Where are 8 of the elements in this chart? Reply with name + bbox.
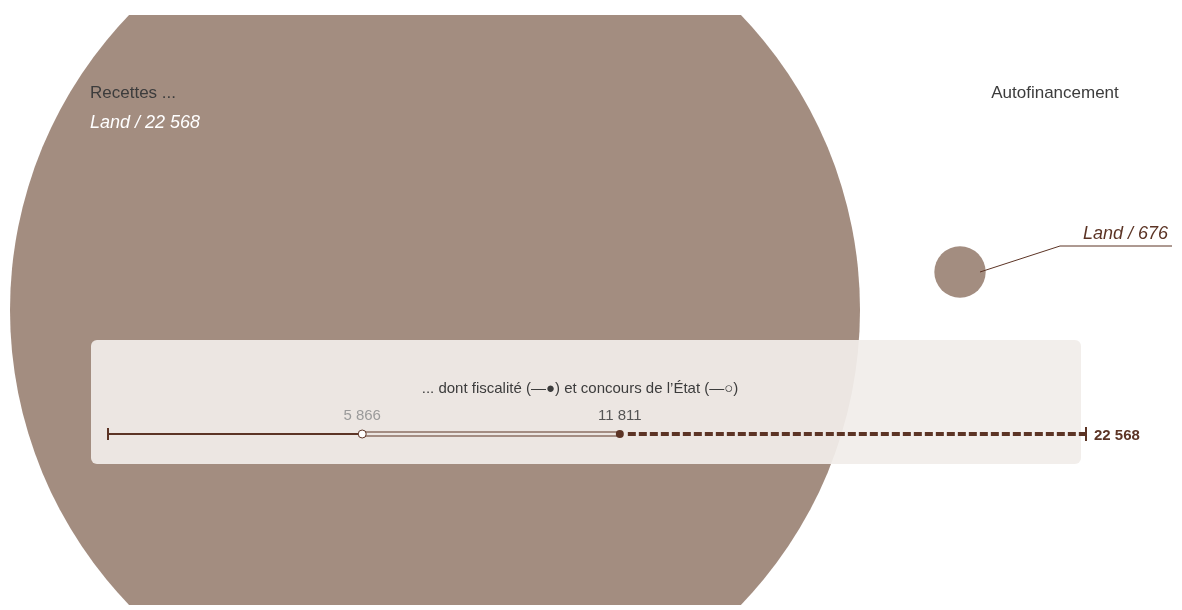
category-label: Recettes ... [90,83,176,102]
text: ... dont fiscalité (—●) et concours de l’État (—○) [421,379,739,396]
data-label: 11 811 [598,406,642,423]
category-label: Autofinancement [991,83,1120,102]
data-label: Land / 22 568 [90,112,201,132]
data-label: Land / 676 [1082,223,1169,243]
data-label: 5 866 [343,406,381,423]
data-label: 22 568 [1094,426,1140,443]
